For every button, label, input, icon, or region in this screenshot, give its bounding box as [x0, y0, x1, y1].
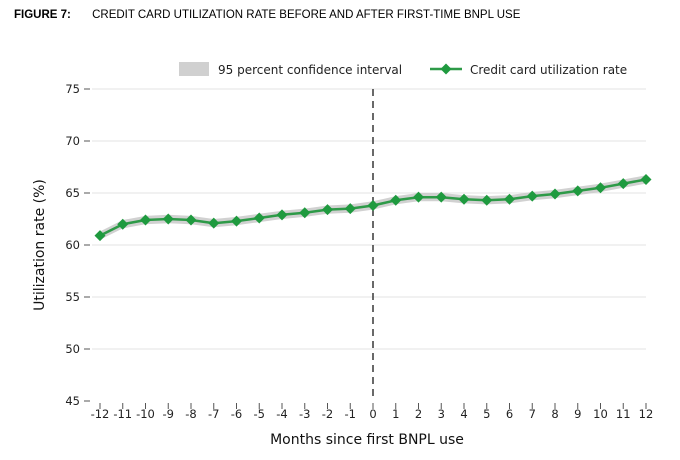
legend-ci-swatch [179, 62, 209, 76]
data-point-marker [276, 209, 288, 221]
x-tick-label: 12 [639, 407, 654, 421]
data-point-marker [322, 204, 333, 216]
figure-label: FIGURE 7: [14, 9, 71, 21]
data-point-marker [504, 193, 515, 205]
x-tick-label: 4 [460, 407, 467, 421]
y-tick-label: 55 [65, 290, 80, 304]
data-point-marker [208, 217, 220, 229]
data-point-marker [185, 214, 197, 226]
data-point-marker [640, 173, 652, 185]
x-tick-label: 7 [529, 407, 536, 421]
data-point-marker [481, 194, 493, 206]
x-tick-label: -5 [254, 407, 265, 421]
x-tick-label: -11 [113, 407, 132, 421]
y-axis-title: Utilization rate (%) [32, 179, 48, 311]
x-tick-label: 9 [574, 407, 581, 421]
data-point-marker [458, 193, 470, 205]
y-axis: 45 50 55 60 65 70 75 [65, 82, 90, 408]
x-tick-label: 3 [438, 407, 445, 421]
x-tick-label: -2 [322, 407, 333, 421]
data-point-marker [231, 215, 242, 227]
y-tick-label: 45 [65, 394, 80, 408]
data-point-marker [344, 203, 356, 215]
y-tick-label: 70 [65, 134, 80, 148]
data-point-marker [526, 190, 538, 202]
x-tick-label: -3 [299, 407, 310, 421]
data-point-marker [617, 178, 629, 190]
data-point-marker [595, 182, 606, 194]
data-point-marker [253, 212, 265, 224]
x-tick-label: -4 [276, 407, 287, 421]
data-point-marker [572, 185, 584, 197]
data-point-marker [413, 191, 424, 203]
data-point-marker [367, 199, 379, 211]
data-point-marker [162, 213, 174, 225]
x-tick-label: 1 [392, 407, 399, 421]
x-tick-label: -12 [91, 407, 110, 421]
data-point-marker [94, 230, 106, 242]
x-tick-label: -10 [136, 407, 155, 421]
x-tick-label: 10 [593, 407, 608, 421]
x-tick-label: 0 [369, 407, 376, 421]
data-point-marker [549, 188, 561, 200]
x-axis: -12 -11 -10 -9 -8 -7 -6 -5 -4 -3 -2 -1 0 1 2 3 4 5 6 7 8 9 10 1… [91, 403, 654, 421]
y-tick-label: 50 [65, 342, 80, 356]
x-tick-label: -6 [231, 407, 242, 421]
x-tick-label: 11 [616, 407, 631, 421]
legend-ci-label: 95 percent confidence interval [218, 63, 402, 77]
x-tick-label: 8 [551, 407, 558, 421]
data-point-marker [140, 214, 151, 226]
legend: 95 percent confidence interval Credit ca… [179, 62, 627, 77]
x-tick-label: -1 [345, 407, 356, 421]
x-tick-label: -8 [185, 407, 196, 421]
data-point-marker [117, 218, 129, 230]
y-tick-label: 65 [65, 186, 80, 200]
x-tick-label: -9 [163, 407, 174, 421]
legend-marker-swatch [440, 63, 452, 75]
x-tick-label: -7 [208, 407, 219, 421]
gridlines [92, 88, 646, 350]
markers-layer [94, 173, 652, 242]
x-axis-title: Months since first BNPL use [270, 432, 464, 448]
x-tick-label: 2 [415, 407, 422, 421]
figure-header: FIGURE 7: CREDIT CARD UTILIZATION RATE B… [14, 9, 520, 21]
x-tick-label: 6 [506, 407, 513, 421]
legend-line-label: Credit card utilization rate [470, 63, 627, 77]
y-tick-label: 75 [65, 82, 80, 96]
data-point-marker [299, 207, 311, 219]
data-point-marker [390, 194, 402, 206]
y-tick-label: 60 [65, 238, 80, 252]
figure-title: CREDIT CARD UTILIZATION RATE BEFORE AND … [92, 9, 521, 21]
x-tick-label: 5 [483, 407, 490, 421]
data-point-marker [435, 191, 447, 203]
